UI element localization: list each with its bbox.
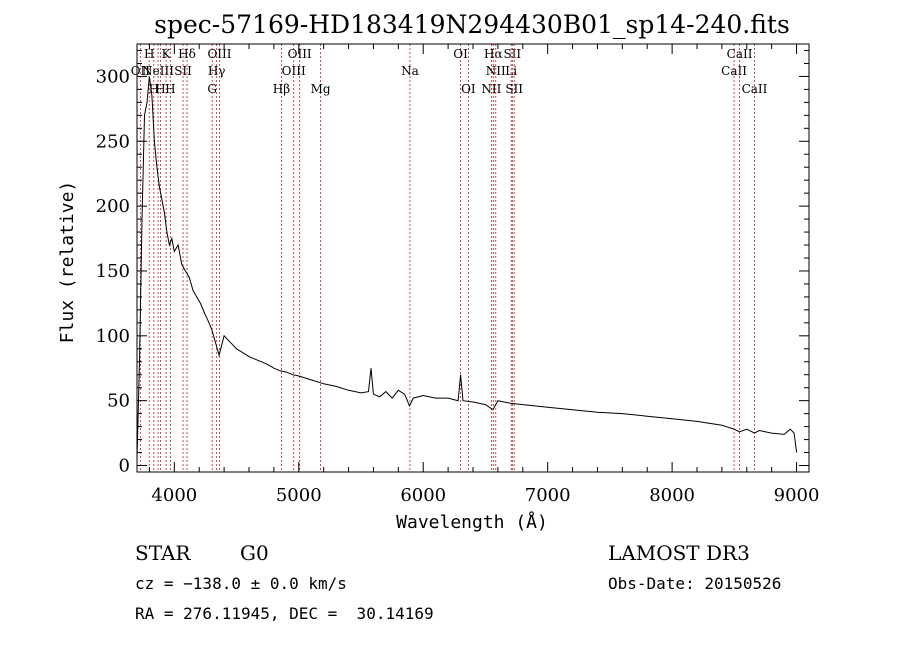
marker-label-9: G [207,82,217,96]
marker-label-7: SII [174,64,192,78]
y-tick-label-50: 50 [107,391,130,412]
marker-label-22: Li [505,64,517,78]
x-tick-label-9000: 9000 [774,485,820,506]
marker-label-11: OIII [207,47,231,61]
y-tick-label-150: 150 [96,261,130,282]
y-axis: 0 50 100 150 200 250 300 [96,49,809,477]
marker-label-21: NII [486,64,506,78]
coordinates-readout: RA = 276.11945, DEC = 30.14169 [135,604,434,623]
x-tick-label-8000: 8000 [649,485,695,506]
marker-label-4: H [155,82,165,96]
marker-label-5: K [162,47,172,61]
x-tick-label-4000: 4000 [151,485,197,506]
survey-name: LAMOST DR3 [608,541,750,565]
marker-label-18: OI [461,82,476,96]
y-axis-label: Flux (relative) [57,181,78,344]
y-tick-label-200: 200 [96,196,130,217]
marker-label-1: H [144,47,154,61]
marker-label-13: OIII [282,64,306,78]
marker-label-15: Mg [311,82,331,96]
x-tick-label-5000: 5000 [276,485,322,506]
x-axis: 4000 5000 6000 7000 8000 9000 [148,44,820,506]
y-tick-label-250: 250 [96,131,130,152]
marker-label-25: CaII [721,64,747,78]
y-tick-label-300: 300 [96,66,130,87]
object-subclass: G0 [240,541,269,565]
x-axis-label: Wavelength (Å) [396,511,548,533]
redshift-readout: cz = −138.0 ± 0.0 km/s [135,574,347,593]
object-class: STAR [135,541,191,565]
marker-label-24: SII [505,82,523,96]
y-tick-label-100: 100 [96,326,130,347]
marker-label-6: H [165,82,175,96]
marker-label-20: Hα [484,47,503,61]
marker-label-17: OI [453,47,468,61]
marker-label-12: Hβ [273,82,290,96]
marker-label-14: OIII [288,47,312,61]
marker-label-3: NeIII [142,64,174,78]
spectrum-line [136,76,798,460]
marker-label-16: Na [401,64,419,78]
marker-label-19: NII [481,82,501,96]
marker-label-27: CaII [742,82,768,96]
y-tick-label-0: 0 [119,456,130,477]
marker-label-0: OII [131,64,151,78]
marker-label-8: Hδ [178,47,196,61]
marker-label-2: H [149,82,159,96]
marker-label-10: Hγ [208,64,226,78]
spectral-line-markers: OIIHHNeIIIHKHSIIHδGHγOIIIHβOIIIOIIIMgNaO… [131,44,768,472]
x-tick-label-6000: 6000 [400,485,446,506]
plot-frame [136,43,810,473]
observation-date: Obs-Date: 20150526 [608,574,781,593]
marker-label-23: SII [503,47,521,61]
marker-label-26: CaII [727,47,753,61]
chart-title: spec-57169-HD183419N294430B01_sp14-240.f… [154,10,790,39]
x-tick-label-7000: 7000 [525,485,571,506]
